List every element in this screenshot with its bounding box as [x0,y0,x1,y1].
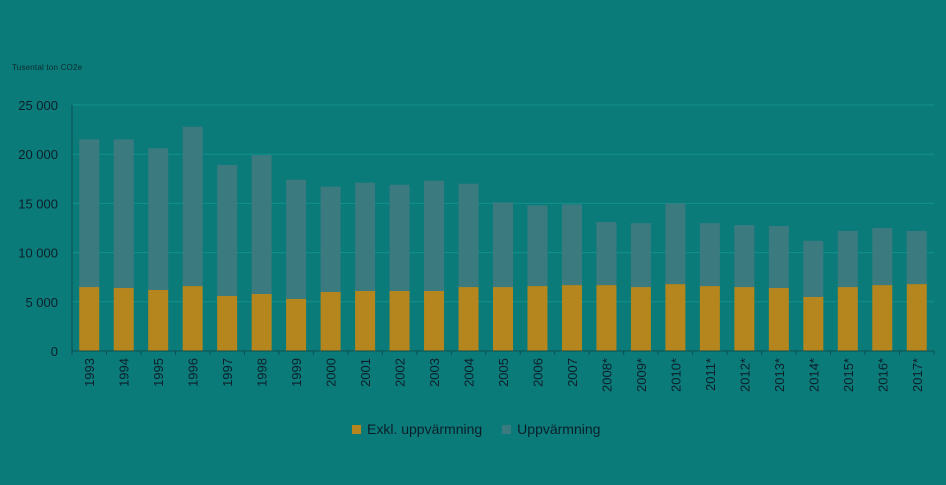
bar-exkl-uppvarmning [561,285,582,351]
x-tick-label: 2015* [841,358,856,392]
x-tick-label: 1998 [255,358,270,387]
bar-uppvarmning [320,186,341,292]
bar-uppvarmning [803,240,824,297]
bar-uppvarmning [113,139,134,289]
x-tick-label: 2009* [634,358,649,392]
bar-exkl-uppvarmning [665,284,686,351]
bar-exkl-uppvarmning [872,285,893,351]
bar-exkl-uppvarmning [837,287,858,351]
x-tick-label: 2005 [496,358,511,387]
legend-swatch-exkl [352,424,361,434]
bar-exkl-uppvarmning [355,290,376,351]
x-tick-label: 2000 [324,358,339,387]
bar-exkl-uppvarmning [458,287,479,351]
axes: 0 5 000 10 000 15 000 20 000 25 000 1993 1994 19… [18,98,935,392]
bar-uppvarmning [699,223,720,287]
x-tick-label: 2006 [530,358,545,387]
bar-exkl-uppvarmning [527,286,548,351]
y-tick-label: 20 000 [18,147,58,162]
bars [79,126,927,351]
x-tick-label: 2014* [806,358,821,392]
x-tick-label: 2004 [462,358,477,387]
bar-uppvarmning [182,126,203,287]
bar-exkl-uppvarmning [320,291,341,351]
bar-uppvarmning [596,222,617,286]
bar-uppvarmning [906,230,927,285]
x-tick-label: 1993 [82,358,97,387]
legend-item-exkl[interactable]: Exkl. uppvärmning [352,421,482,437]
y-tick-label: 10 000 [18,246,58,261]
bar-exkl-uppvarmning [630,287,651,351]
legend-item-uppvarmning[interactable]: Uppvärmning [502,421,600,437]
bar-exkl-uppvarmning [148,289,169,351]
bar-uppvarmning [148,148,169,290]
x-tick-label: 2008* [599,358,614,392]
x-tick-label: 1999 [289,358,304,387]
bar-uppvarmning [355,182,376,291]
x-tick-label: 2002 [393,358,408,387]
legend-label-uppvarmning: Uppvärmning [517,421,601,437]
bar-uppvarmning [79,139,100,288]
y-tick-label: 0 [51,344,58,359]
legend: Exkl. uppvärmning Uppvärmning [352,421,600,437]
bar-uppvarmning [527,205,548,287]
bar-exkl-uppvarmning [389,290,410,351]
x-tick-label: 2016* [875,358,890,392]
bar-uppvarmning [872,228,893,286]
legend-swatch-uppvarmning [502,424,512,434]
bar-exkl-uppvarmning [217,295,238,351]
x-tick-label: 1994 [117,358,132,387]
bar-exkl-uppvarmning [79,287,100,351]
bar-uppvarmning [768,226,789,289]
bar-uppvarmning [458,183,479,288]
bar-exkl-uppvarmning [424,290,445,351]
bar-uppvarmning [734,225,755,288]
bar-uppvarmning [493,202,513,288]
x-tick-label: 2017* [910,358,925,392]
bar-exkl-uppvarmning [286,298,307,351]
bar-uppvarmning [251,155,272,294]
bar-uppvarmning [389,184,410,291]
bar-uppvarmning [424,180,445,291]
bar-exkl-uppvarmning [803,296,824,351]
x-tick-label: 2007 [565,358,580,387]
bar-exkl-uppvarmning [906,284,927,351]
y-tick-label: 25 000 [18,98,58,113]
x-tick-label: 2011* [703,358,718,391]
x-tick-label: 2001 [358,358,373,387]
bar-exkl-uppvarmning [182,286,203,351]
x-tick-label: 2010* [668,358,683,392]
y-tick-label: 15 000 [18,196,58,211]
bar-exkl-uppvarmning [113,288,134,351]
bar-uppvarmning [665,203,686,285]
bar-uppvarmning [837,230,858,288]
bar-uppvarmning [217,165,238,296]
bar-exkl-uppvarmning [251,293,272,351]
x-tick-label: 2012* [737,358,752,392]
x-tick-label: 2003 [427,358,442,387]
bar-uppvarmning [286,179,307,299]
bar-uppvarmning [561,204,582,286]
bar-exkl-uppvarmning [734,287,755,351]
y-tick-label: 5 000 [25,295,58,310]
x-tick-label: 2013* [772,358,787,392]
bar-exkl-uppvarmning [768,288,789,351]
bar-exkl-uppvarmning [596,285,617,351]
x-tick-label: 1997 [220,358,235,387]
unit-label: Tusental ton CO2e [12,63,83,72]
bar-uppvarmning [630,223,651,288]
bar-exkl-uppvarmning [699,286,720,351]
bar-exkl-uppvarmning [493,287,513,351]
x-tick-label: 1995 [151,358,166,387]
legend-label-exkl: Exkl. uppvärmning [367,421,483,437]
x-tick-label: 1996 [186,358,201,387]
